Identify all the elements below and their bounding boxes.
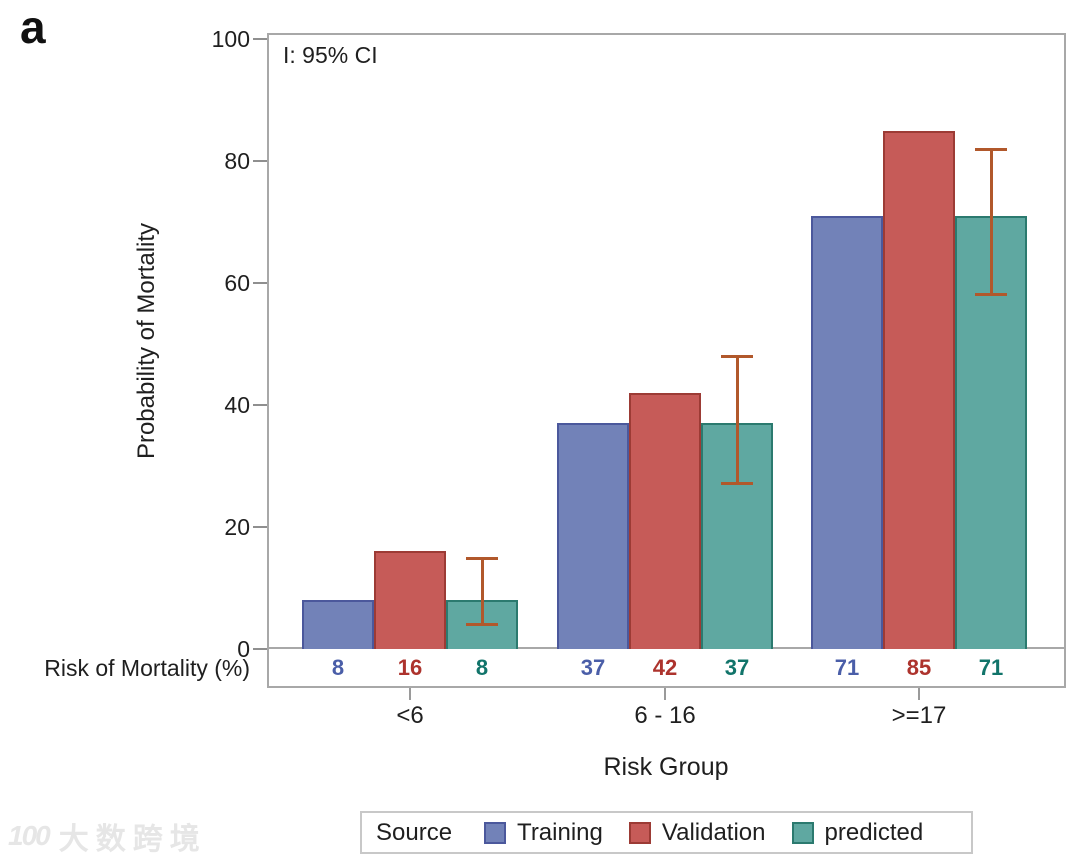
ci-annotation: I: 95% CI <box>283 42 378 68</box>
y-tick-label: 40 <box>224 392 250 418</box>
value-label: 8 <box>331 655 345 680</box>
legend-label: predicted <box>824 818 924 846</box>
legend: Source Training Validation predicted <box>360 811 973 854</box>
value-band <box>267 649 1066 688</box>
value-label: 8 <box>475 655 489 680</box>
bar-training-2 <box>811 215 883 649</box>
x-tick-mark <box>664 688 666 700</box>
watermark-text: 大数跨境 <box>58 823 207 856</box>
y-tick-label: 20 <box>224 514 250 540</box>
x-category-label: >=17 <box>891 702 947 729</box>
bar-validation-2 <box>883 130 955 649</box>
y-tick-mark <box>253 282 267 284</box>
y-axis-title: Probability of Mortality <box>133 222 160 460</box>
legend-item-predicted: predicted <box>791 818 924 847</box>
error-bar-line <box>480 557 484 625</box>
y-tick-label: 80 <box>224 148 250 174</box>
x-category-label: <6 <box>396 702 424 729</box>
x-tick-mark <box>918 688 920 700</box>
y-tick-mark <box>253 404 267 406</box>
legend-label: Training <box>517 818 603 846</box>
value-label: 37 <box>724 655 750 680</box>
legend-swatch-icon <box>628 821 651 844</box>
legend-item-training: Training <box>484 819 603 847</box>
x-category-label: 6 - 16 <box>634 702 696 729</box>
bar-validation-0 <box>374 551 446 649</box>
error-bar-cap-bottom <box>975 293 1007 297</box>
y-tick-mark <box>253 160 267 162</box>
value-label: 71 <box>978 655 1004 680</box>
value-row-label: Risk of Mortality (%) <box>44 655 250 681</box>
value-label: 71 <box>834 655 860 680</box>
legend-swatch-icon <box>791 821 814 844</box>
y-tick-label: 60 <box>224 270 250 296</box>
error-bar-cap-bottom <box>721 482 753 486</box>
error-bar-cap-bottom <box>466 622 498 626</box>
error-bar-line <box>989 148 993 296</box>
legend-item-validation: Validation <box>628 818 766 847</box>
y-tick-mark <box>253 648 267 650</box>
y-tick-mark <box>253 38 267 40</box>
bar-validation-1 <box>629 392 701 649</box>
value-label: 85 <box>906 655 932 680</box>
error-bar-line <box>735 356 739 485</box>
y-tick-label: 100 <box>211 26 250 52</box>
error-bar-cap-top <box>975 147 1007 151</box>
error-bar-cap-top <box>721 355 753 359</box>
legend-title: Source <box>376 818 453 846</box>
legend-label: Validation <box>661 818 766 846</box>
x-tick-mark <box>409 688 411 700</box>
watermark-logo-icon: 100 <box>8 820 51 851</box>
value-label: 16 <box>397 655 423 680</box>
panel-label: a <box>20 1 46 53</box>
y-tick-mark <box>253 526 267 528</box>
watermark: 100 大数跨境 <box>8 814 207 858</box>
y-tick-label: 0 <box>237 636 250 662</box>
x-axis-title: Risk Group <box>603 753 729 781</box>
error-bar-cap-top <box>466 556 498 560</box>
bar-training-0 <box>302 600 374 649</box>
legend-swatch-icon <box>484 821 507 844</box>
value-label: 42 <box>652 655 678 680</box>
value-label: 37 <box>580 655 606 680</box>
bar-training-1 <box>557 423 629 649</box>
